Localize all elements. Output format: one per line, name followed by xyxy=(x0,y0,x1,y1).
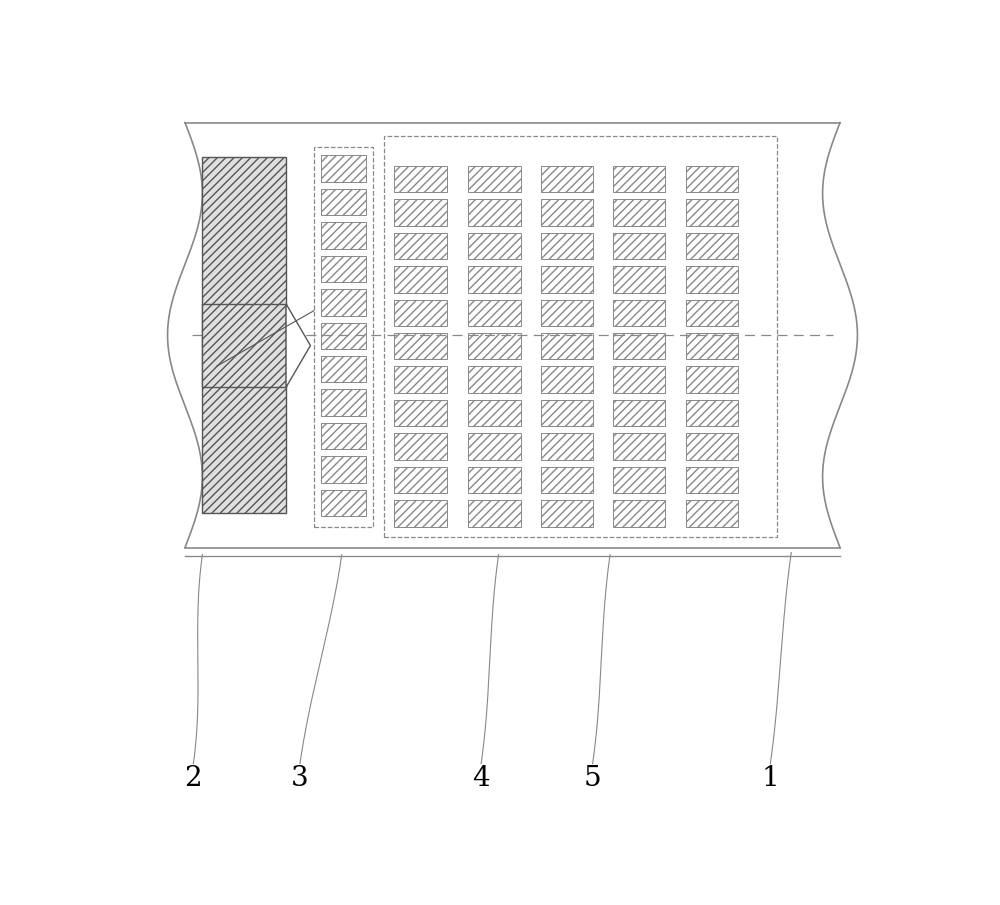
Bar xyxy=(613,467,665,493)
Bar xyxy=(686,333,738,359)
Bar xyxy=(686,467,738,493)
Bar xyxy=(613,266,665,292)
Bar xyxy=(613,333,665,359)
Bar xyxy=(394,367,447,393)
Bar xyxy=(468,166,521,192)
Bar xyxy=(686,500,738,527)
Bar xyxy=(321,289,366,316)
Bar xyxy=(541,500,593,527)
Bar xyxy=(468,500,521,527)
Bar xyxy=(394,467,447,493)
Text: 1: 1 xyxy=(761,766,779,793)
Bar xyxy=(202,157,286,513)
Bar xyxy=(394,333,447,359)
Bar xyxy=(321,189,366,215)
Bar xyxy=(686,199,738,225)
Bar xyxy=(321,456,366,482)
Bar xyxy=(468,333,521,359)
Bar xyxy=(321,356,366,383)
Bar xyxy=(686,266,738,292)
Bar xyxy=(541,400,593,426)
Bar xyxy=(686,233,738,259)
Bar xyxy=(541,467,593,493)
Bar xyxy=(321,490,366,516)
Bar xyxy=(394,199,447,225)
Bar xyxy=(613,400,665,426)
Bar xyxy=(541,433,593,460)
Bar xyxy=(541,333,593,359)
Bar xyxy=(384,137,777,538)
Bar xyxy=(541,266,593,292)
Bar xyxy=(321,423,366,450)
Bar xyxy=(613,433,665,460)
Bar xyxy=(613,199,665,225)
Bar xyxy=(468,467,521,493)
Bar xyxy=(394,500,447,527)
Bar xyxy=(613,300,665,326)
Bar xyxy=(468,367,521,393)
Bar xyxy=(686,367,738,393)
Bar xyxy=(541,199,593,225)
Bar xyxy=(321,322,366,349)
Bar xyxy=(686,400,738,426)
Bar xyxy=(394,400,447,426)
Bar xyxy=(468,199,521,225)
Bar xyxy=(321,389,366,416)
Bar xyxy=(202,304,286,387)
Bar xyxy=(613,500,665,527)
Bar xyxy=(394,266,447,292)
Bar xyxy=(468,433,521,460)
Bar xyxy=(394,166,447,192)
Bar xyxy=(541,233,593,259)
Bar xyxy=(394,233,447,259)
Bar xyxy=(468,233,521,259)
Bar xyxy=(394,300,447,326)
Bar xyxy=(314,147,373,527)
Bar xyxy=(613,166,665,192)
Text: 2: 2 xyxy=(185,766,202,793)
Bar xyxy=(468,266,521,292)
Bar xyxy=(468,400,521,426)
Bar xyxy=(541,300,593,326)
Text: 5: 5 xyxy=(584,766,601,793)
Bar xyxy=(321,255,366,282)
Bar xyxy=(321,223,366,249)
Bar xyxy=(541,166,593,192)
Polygon shape xyxy=(286,304,310,387)
Bar xyxy=(321,156,366,182)
Bar xyxy=(541,367,593,393)
Text: 3: 3 xyxy=(291,766,309,793)
Bar xyxy=(468,300,521,326)
Bar xyxy=(613,233,665,259)
Bar xyxy=(394,433,447,460)
Text: 4: 4 xyxy=(472,766,490,793)
Bar xyxy=(613,367,665,393)
Bar xyxy=(686,433,738,460)
Bar xyxy=(686,300,738,326)
Bar xyxy=(686,166,738,192)
